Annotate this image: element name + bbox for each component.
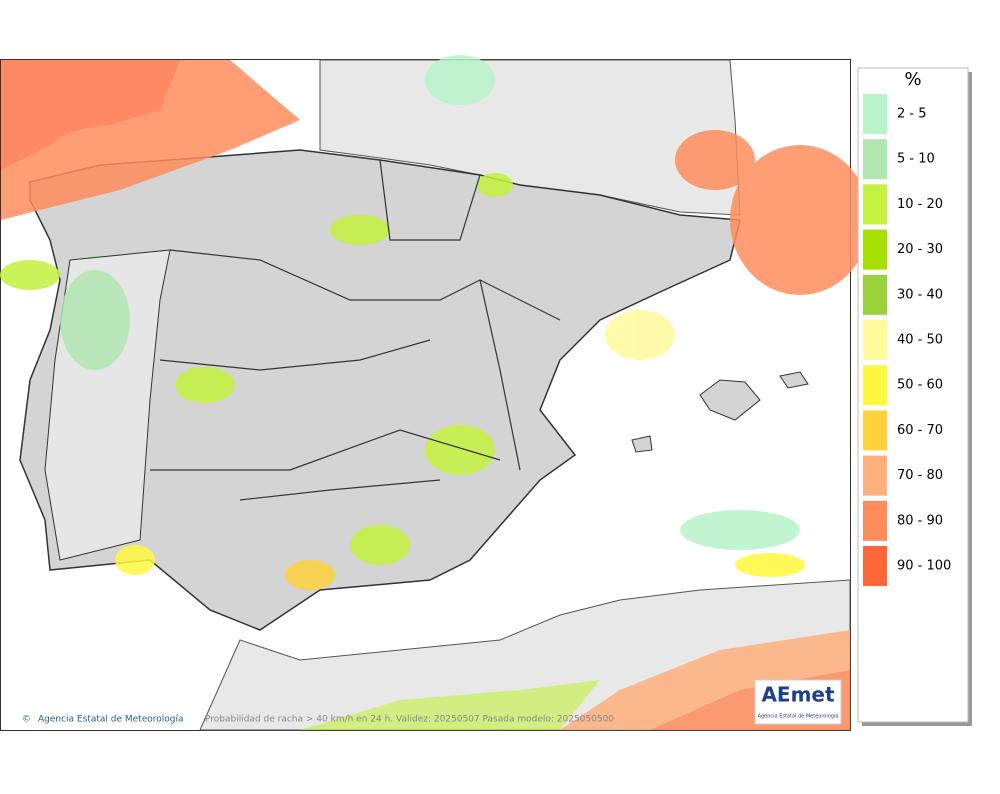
- legend: % 2 - 5 5 - 10 10 - 20 20 - 30 30 - 40 40 - 5…: [857, 67, 972, 726]
- area: [675, 130, 755, 190]
- area: [425, 55, 495, 105]
- area: [680, 510, 800, 550]
- area: [300, 680, 600, 730]
- area: [477, 173, 513, 197]
- logo: AEmet: [761, 683, 835, 707]
- legend-label: 60 - 70: [897, 423, 943, 438]
- legend-label: 80 - 90: [897, 513, 943, 528]
- copyright-symbol: ©: [22, 715, 31, 725]
- area: [50, 125, 190, 175]
- legend-swatch: [863, 500, 887, 541]
- ibiza: [631, 435, 653, 453]
- legend-swatch: [863, 320, 887, 360]
- credit: Agencia Estatal de Meteorología: [38, 715, 184, 725]
- caption: Probabilidad de racha > 40 km/h en 24 h.…: [205, 715, 614, 725]
- logo-subtitle: Agencia Estatal de Meteorología: [758, 713, 839, 720]
- area: [735, 553, 805, 577]
- area: [425, 425, 495, 475]
- legend-label: 10 - 20: [897, 197, 943, 212]
- area: [0, 260, 60, 290]
- probability-areas: [0, 55, 870, 730]
- legend-label: 70 - 80: [897, 468, 943, 483]
- area: [730, 145, 870, 295]
- legend-swatch: [863, 274, 887, 315]
- area: [605, 310, 675, 360]
- area: [175, 367, 235, 403]
- area: [350, 525, 410, 565]
- legend-swatch: [863, 229, 887, 270]
- area: [60, 270, 130, 370]
- legend-swatch: [863, 546, 887, 586]
- menorca: [779, 371, 809, 389]
- legend-label: 40 - 50: [897, 333, 943, 348]
- legend-label: 50 - 60: [897, 378, 943, 393]
- area: [330, 215, 390, 245]
- legend-swatch: [863, 139, 887, 180]
- legend-swatch: [863, 184, 887, 225]
- area: [285, 560, 335, 590]
- legend-swatch: [863, 94, 887, 134]
- area: [115, 545, 155, 575]
- legend-label: 90 - 100: [897, 559, 951, 574]
- mallorca: [699, 379, 761, 421]
- map: © Agencia Estatal de Meteorología Probab…: [0, 55, 870, 731]
- logo-box: [754, 679, 842, 725]
- legend-label: 20 - 30: [897, 242, 943, 257]
- legend-swatch: [863, 455, 887, 496]
- legend-swatch: [863, 410, 887, 451]
- legend-title: %: [904, 69, 921, 90]
- legend-label: 5 - 10: [897, 152, 935, 167]
- region-borders: [150, 159, 561, 501]
- legend-swatch: [863, 365, 887, 406]
- legend-label: 2 - 5: [897, 107, 927, 122]
- area: [1, 60, 180, 170]
- legend-items: 2 - 5 5 - 10 10 - 20 20 - 30 30 - 40 40 - 50 5…: [863, 94, 951, 586]
- legend-label: 30 - 40: [897, 287, 943, 302]
